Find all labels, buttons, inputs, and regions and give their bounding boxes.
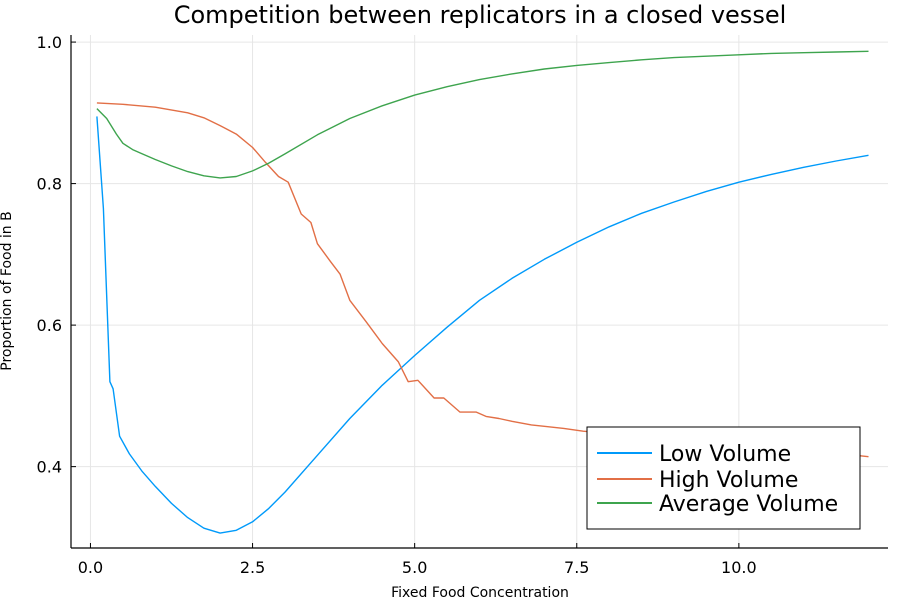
- series-line-average-volume: [96, 50, 869, 179]
- axes: [70, 35, 888, 549]
- legend: Low Volume High Volume Average Volume: [586, 426, 861, 530]
- x-tick-label: 2.5: [240, 558, 265, 577]
- x-tick-label: 7.5: [564, 558, 589, 577]
- x-tick-label: 0.0: [78, 558, 103, 577]
- legend-entry-low-volume: Low Volume: [597, 442, 791, 467]
- y-tick-label: 0.8: [37, 175, 62, 194]
- series-line-high-volume: [96, 102, 869, 458]
- x-tick-label: 10.0: [721, 558, 757, 577]
- x-tick-label: 5.0: [402, 558, 427, 577]
- series-line-low-volume: [96, 116, 869, 534]
- y-tick-label: 0.4: [37, 458, 62, 477]
- x-ticks: 0.0 2.5 5.0 7.5 10.0: [78, 543, 757, 577]
- x-axis-title: Fixed Food Concentration: [391, 585, 569, 600]
- grid: [71, 35, 888, 548]
- y-tick-label: 1.0: [37, 33, 62, 52]
- y-tick-label: 0.6: [37, 316, 62, 335]
- legend-label-average-volume: Average Volume: [659, 492, 838, 517]
- chart-title: Competition between replicators in a clo…: [174, 1, 787, 29]
- legend-entry-average-volume: Average Volume: [597, 492, 838, 517]
- legend-label-low-volume: Low Volume: [659, 442, 791, 467]
- legend-entry-high-volume: High Volume: [597, 468, 798, 493]
- y-axis-title: Proportion of Food in B: [0, 211, 15, 370]
- y-ticks: 0.4 0.6 0.8 1.0: [37, 33, 76, 477]
- legend-label-high-volume: High Volume: [659, 468, 798, 493]
